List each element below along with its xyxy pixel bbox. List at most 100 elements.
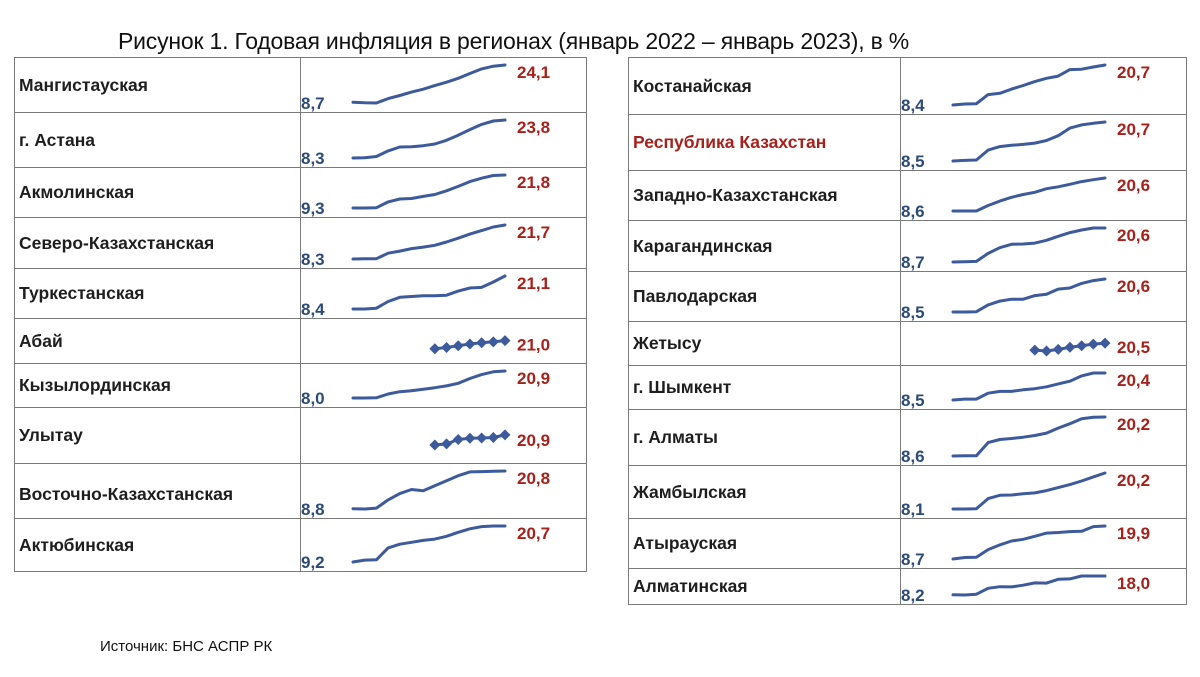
sparkline-cell: 8,4 21,1 — [300, 268, 587, 319]
region-row: Карагандинская 8,7 20,6 — [628, 220, 1187, 272]
start-value-label: 9,3 — [301, 199, 325, 218]
sparkline-cell: 8,3 23,8 — [300, 112, 587, 168]
start-value-label: 8,5 — [901, 303, 925, 322]
sparkline-chart: 8,4 20,7 — [902, 63, 1151, 114]
sparkline-cell: 20,9 — [300, 407, 587, 464]
region-row: Западно-Казахстанская 8,6 20,6 — [628, 170, 1187, 221]
region-name: Актюбинская — [14, 518, 301, 572]
sparkline-cell: 8,4 20,7 — [900, 57, 1187, 115]
start-value-label: 8,6 — [901, 202, 925, 221]
end-value-label: 20,6 — [1117, 277, 1150, 296]
end-value-label: 20,9 — [517, 431, 550, 450]
region-name: Западно-Казахстанская — [628, 170, 901, 221]
data-point-marker — [452, 434, 464, 446]
end-value-label: 18,0 — [1117, 574, 1150, 593]
sparkline-cell: 8,5 20,7 — [900, 114, 1187, 171]
region-row: Восточно-Казахстанская 8,8 20,8 — [14, 463, 587, 519]
data-point-marker — [1052, 343, 1064, 355]
sparkline-series — [951, 471, 1107, 511]
data-point-marker — [476, 337, 488, 349]
sparkline-cell: 9,2 20,7 — [300, 518, 587, 572]
data-point-marker — [1041, 345, 1053, 357]
sparkline-series — [351, 173, 507, 210]
sparkline-series — [351, 223, 507, 261]
region-name: Абай — [14, 318, 301, 364]
sparkline-cell: 21,0 — [300, 318, 587, 364]
sparkline-cell: 8,0 20,9 — [300, 363, 587, 408]
sparkline-chart: 8,2 18,0 — [902, 574, 1151, 604]
start-value-label: 8,7 — [301, 94, 325, 113]
region-name: г. Шымкент — [628, 365, 901, 410]
data-point-marker — [1064, 341, 1076, 353]
region-name: г. Астана — [14, 112, 301, 168]
region-name: Павлодарская — [628, 271, 901, 322]
start-value-label: 9,2 — [301, 553, 325, 572]
sparkline-cell: 8,8 20,8 — [300, 463, 587, 519]
sparkline-series — [351, 469, 507, 511]
end-value-label: 24,1 — [517, 63, 550, 82]
sparkline-series — [951, 120, 1107, 163]
data-point-marker — [452, 340, 464, 352]
start-value-label: 8,1 — [901, 500, 925, 519]
region-row: г. Шымкент 8,5 20,4 — [628, 365, 1187, 410]
sparkline-series — [951, 415, 1107, 458]
region-name: г. Алматы — [628, 409, 901, 466]
data-point-marker — [1029, 344, 1041, 356]
sparkline-cell: 8,2 18,0 — [900, 568, 1187, 605]
end-value-label: 20,9 — [517, 369, 550, 388]
sparkline-series — [951, 277, 1107, 314]
region-row: Актюбинская 9,2 20,7 — [14, 518, 587, 572]
data-point-marker — [487, 431, 499, 443]
data-point-marker — [499, 429, 511, 441]
start-value-label: 8,3 — [301, 149, 325, 168]
sparkline-chart: 8,5 20,6 — [901, 277, 1151, 322]
region-name: Жетысу — [628, 321, 901, 366]
sparkline-cell: 8,5 20,6 — [900, 271, 1187, 322]
end-value-label: 20,2 — [1117, 415, 1150, 434]
sparkline-chart: 20,9 — [429, 429, 550, 451]
region-name: Улытау — [14, 407, 301, 464]
data-point-marker — [1099, 337, 1111, 349]
sparkline-chart: 21,0 — [429, 335, 550, 355]
region-name: Костанайская — [628, 57, 901, 115]
sparkline-cell: 8,5 20,4 — [900, 365, 1187, 410]
region-name: Жамбылская — [628, 465, 901, 519]
sparkline-series — [951, 226, 1107, 264]
end-value-label: 21,0 — [517, 336, 550, 355]
chart-title: Рисунок 1. Годовая инфляция в регионах (… — [118, 28, 910, 54]
end-value-label: 21,7 — [517, 223, 550, 242]
data-point-marker — [429, 439, 441, 451]
sparkline-series — [951, 574, 1107, 597]
end-value-label: 21,1 — [517, 274, 550, 293]
start-value-label: 8,6 — [901, 447, 925, 466]
region-row: Алматинская 8,2 18,0 — [628, 568, 1187, 605]
region-name: Туркестанская — [14, 268, 301, 319]
data-point-marker — [1087, 338, 1099, 350]
sparkline-chart: 8,6 20,6 — [901, 176, 1151, 221]
region-row: Павлодарская 8,5 20,6 — [628, 271, 1187, 322]
sparkline-chart: 8,5 20,4 — [902, 371, 1151, 409]
end-value-label: 20,5 — [1117, 338, 1150, 357]
end-value-label: 21,8 — [517, 173, 550, 192]
sparkline-chart: 20,5 — [1029, 337, 1150, 357]
region-row: Жамбылская 8,1 20,2 — [628, 465, 1187, 519]
end-value-label: 20,7 — [1117, 120, 1150, 139]
sparkline-cell: 8,1 20,2 — [900, 465, 1187, 519]
region-row: Атырауская 8,7 19,9 — [628, 518, 1187, 569]
region-name: Кызылординская — [14, 363, 301, 408]
sparkline-cell: 9,3 21,8 — [300, 167, 587, 218]
sparkline-chart: 8,3 21,7 — [302, 223, 551, 268]
sparkline-chart: 8,7 19,9 — [902, 524, 1151, 568]
sparkline-cell: 8,7 20,6 — [900, 220, 1187, 272]
region-row: Жетысу 20,5 — [628, 321, 1187, 366]
sparkline-cell: 8,7 19,9 — [900, 518, 1187, 569]
sparkline-series — [351, 118, 507, 160]
sparkline-chart: 8,7 24,1 — [301, 63, 551, 113]
region-row: г. Алматы 8,6 20,2 — [628, 409, 1187, 466]
end-value-label: 20,6 — [1117, 226, 1150, 245]
start-value-label: 8,7 — [901, 253, 925, 272]
data-point-marker — [429, 343, 441, 355]
sparkline-chart: 8,1 20,2 — [901, 471, 1151, 519]
sparkline-chart: 8,3 23,8 — [301, 118, 551, 168]
region-name: Акмолинская — [14, 167, 301, 218]
